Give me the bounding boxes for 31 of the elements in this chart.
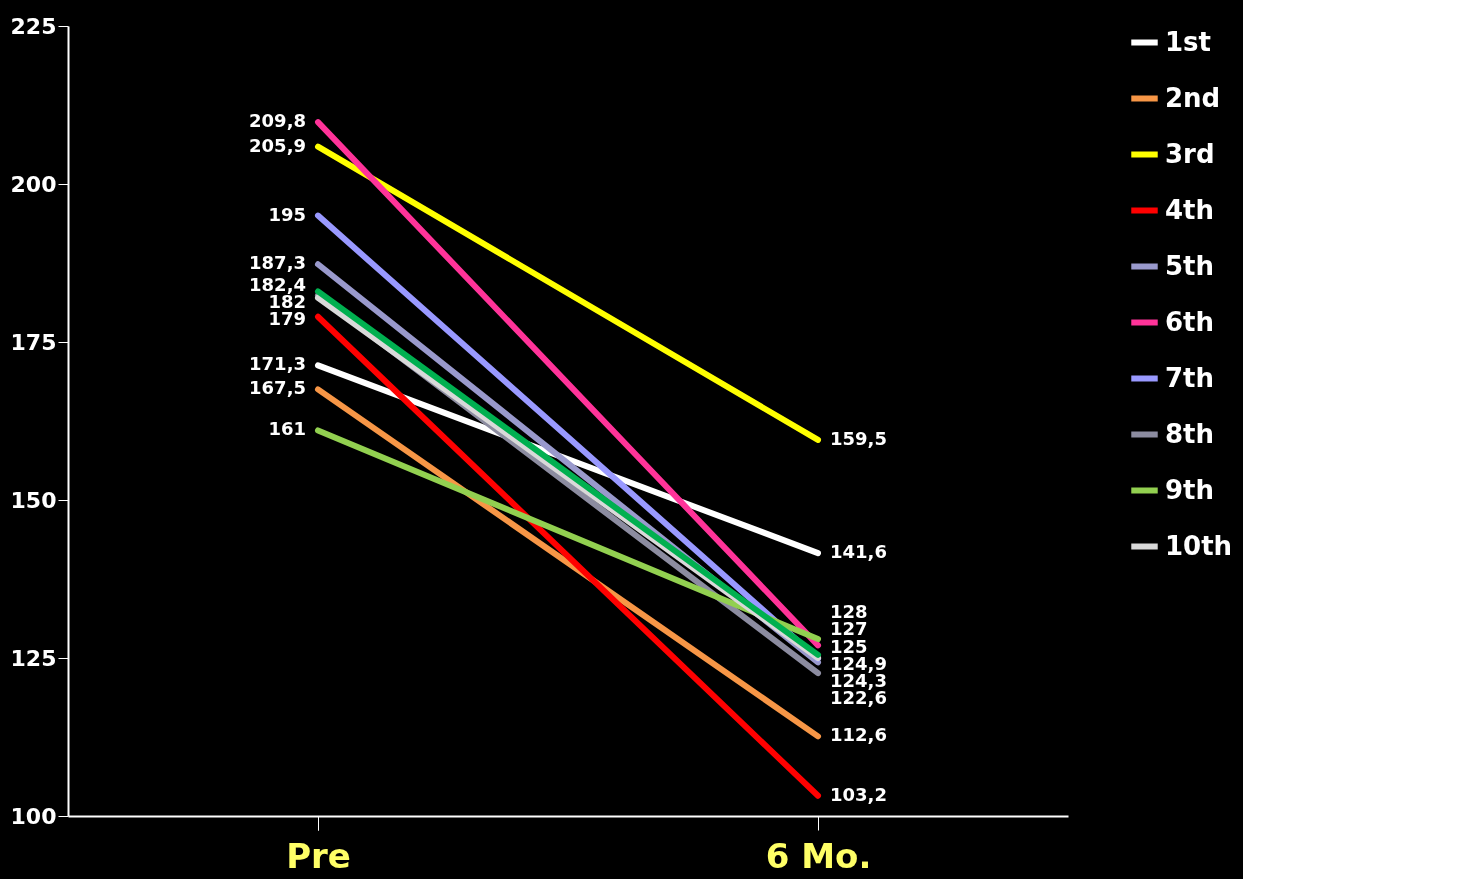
legend-label: 10th [1165,530,1233,561]
y-tick-label: 200 [10,171,57,197]
legend-label: 7th [1165,362,1215,393]
legend-label: 9th [1165,474,1215,505]
data-label: 205,9 [249,134,306,156]
data-label: 209,8 [249,110,306,132]
y-tick-label: 225 [10,13,57,39]
legend-label: 2nd [1165,82,1221,113]
data-label: 195 [268,203,306,225]
legend-label: 3rd [1165,138,1215,169]
data-label: 141,6 [830,541,887,563]
legend-label: 6th [1165,306,1215,337]
legend-label: 1st [1165,26,1211,57]
y-tick-label: 150 [10,487,57,513]
data-label: 171,3 [249,353,306,375]
y-tick-label: 125 [10,645,57,671]
x-tick-label: Pre [286,835,351,876]
y-tick-label: 100 [10,803,57,829]
legend-label: 5th [1165,250,1215,281]
data-label: 161 [268,418,306,440]
data-label: 167,5 [249,377,306,399]
x-tick-label: 6 Mo. [765,835,872,876]
data-label: 159,5 [830,427,887,449]
y-tick-label: 175 [10,329,57,355]
legend-label: 4th [1165,194,1215,225]
data-label: 182,4 [249,274,306,296]
legend-label: 8th [1165,418,1215,449]
data-label: 112,6 [830,724,887,746]
data-label: 187,3 [249,252,306,274]
data-label: 179 [268,308,306,330]
data-label: 103,2 [830,783,887,805]
